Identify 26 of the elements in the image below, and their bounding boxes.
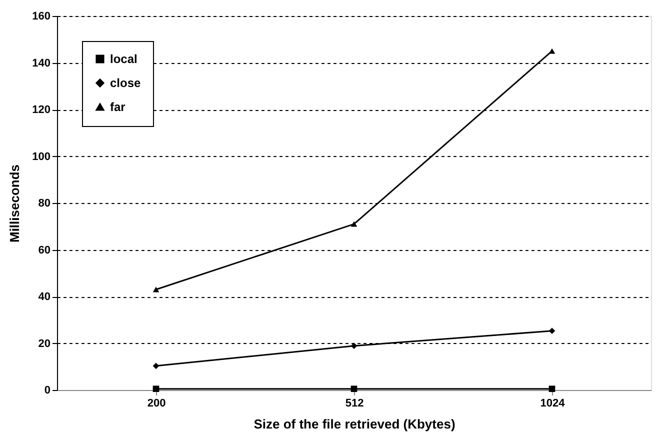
x-tick-label: 200 xyxy=(147,398,166,410)
point xyxy=(350,342,358,349)
point xyxy=(152,286,160,292)
point xyxy=(548,328,556,334)
y-tick-label: 80 xyxy=(38,198,50,210)
y-axis-title: Milliseconds xyxy=(7,164,22,243)
point xyxy=(152,362,160,370)
point xyxy=(548,48,556,54)
x-tick-label: 512 xyxy=(345,398,364,410)
y-tick-label: 40 xyxy=(38,291,50,303)
y-tick-label: 120 xyxy=(32,104,50,116)
point xyxy=(152,386,160,392)
y-tick-label: 60 xyxy=(38,244,50,256)
y-tick-label: 100 xyxy=(32,150,50,163)
legend-label: close xyxy=(110,76,142,90)
point xyxy=(350,221,358,227)
x-axis-title: Size of the file retrieved (Kbytes) xyxy=(254,416,456,432)
x-tick-label: 1024 xyxy=(540,398,566,410)
legend-label: far xyxy=(110,100,126,114)
point xyxy=(548,386,556,392)
legend-label: local xyxy=(110,52,138,66)
point xyxy=(350,386,358,392)
y-tick-label: 20 xyxy=(38,338,50,350)
y-tick-label: 0 xyxy=(44,384,50,396)
y-tick-label: 140 xyxy=(32,57,50,70)
y-tick-label: 160 xyxy=(32,10,50,22)
